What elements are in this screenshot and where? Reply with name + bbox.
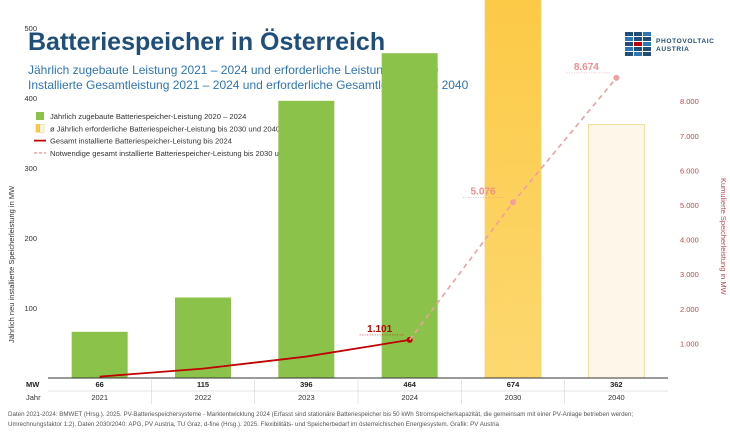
table-value-2024: 464: [403, 380, 416, 389]
table-year-2023: 2023: [298, 393, 315, 402]
y-left-tick: 100: [24, 304, 37, 313]
bar-2030: [484, 0, 542, 379]
bar-2023: [278, 100, 335, 379]
y-left-tick: 400: [24, 94, 37, 103]
page-title: Batteriespeicher in Österreich: [28, 28, 386, 56]
chart-legend: Jährlich zugebaute Batteriespeicher-Leis…: [34, 112, 306, 158]
y-left-tick: 500: [24, 24, 37, 33]
point-labels: 1.101 5.076 8.674: [359, 62, 612, 336]
table-year-2030: 2030: [505, 393, 522, 402]
bar-2040: [587, 124, 645, 379]
point-label-2040: 8.674: [574, 62, 599, 73]
subtitle-annual: Jährlich zugebaute Leistung 2021 – 2024 …: [28, 63, 439, 77]
cumulative-lines: [99, 74, 620, 378]
bar-2021: [71, 331, 128, 378]
table-value-2022: 115: [197, 380, 209, 389]
legend-label: Gesamt installierte Batteriespeicher-Lei…: [50, 137, 232, 146]
legend-label: ø Jährlich erforderliche Batteriespeiche…: [50, 124, 280, 133]
table-value-2021: 66: [95, 380, 103, 389]
y-right-tick: 1.000: [680, 339, 699, 348]
footnote-line2: Umrechnungsfaktor 1:2). Daten 2030/2040:…: [8, 421, 499, 428]
table-year-2024: 2024: [401, 393, 418, 402]
y-right-tick: 7.000: [680, 132, 699, 141]
table-value-2040: 362: [610, 380, 623, 389]
legend-swatch-bar-gradient-half: [36, 124, 40, 133]
value-table: MW Jahr 66 115 396 464 674 362 2021 2022 2023 2024 2…: [26, 378, 668, 404]
table-year-2040: 2040: [608, 393, 625, 402]
required-point: [510, 199, 516, 206]
table-year-2021: 2021: [91, 393, 108, 402]
photovoltaic-austria-logo: PHOTOVOLTAIC AUSTRIA: [625, 30, 725, 64]
table-row1-label: MW: [26, 380, 40, 389]
point-label-2030: 5.076: [470, 186, 495, 197]
table-row2-label: Jahr: [26, 393, 41, 402]
logo-icon: PHOTOVOLTAIC AUSTRIA: [625, 32, 714, 56]
y-right-tick: 3.000: [680, 270, 699, 279]
y-left-tick: 300: [24, 164, 37, 173]
y-right-tick: 6.000: [680, 166, 699, 175]
required-point: [613, 74, 620, 81]
footnote-line1: Daten 2021-2024: BMWET (Hrsg.). 2025. PV…: [8, 411, 634, 418]
subtitle-cumulative: Installierte Gesamtleistung 2021 – 2024 …: [28, 78, 469, 92]
point-label-2024: 1.101: [367, 324, 392, 335]
logo-line1: PHOTOVOLTAIC: [656, 38, 714, 45]
legend-label: Jährlich zugebaute Batteriespeicher-Leis…: [50, 112, 246, 121]
y-right-tick: 4.000: [680, 236, 699, 245]
y-right-tick: 5.000: [680, 201, 699, 210]
y-left-title: Jährlich neu installierte Speicherleistu…: [7, 185, 16, 343]
logo-line2: AUSTRIA: [656, 46, 690, 53]
bars: [71, 0, 645, 379]
table-year-2022: 2022: [195, 393, 212, 402]
y-right-tick: 2.000: [680, 305, 699, 314]
bar-2022: [175, 297, 231, 378]
y-right-tick: 8.000: [680, 97, 699, 106]
legend-swatch-bar: [36, 112, 44, 120]
legend-label: Notwendige gesamt installierte Batteries…: [50, 149, 306, 158]
table-value-2023: 396: [300, 380, 313, 389]
installed-cumulative-line: [99, 339, 410, 378]
bar-2024: [381, 53, 438, 378]
y-left-tick: 200: [24, 234, 37, 243]
y-right-title: Kumulierte Speicherleistung in MW: [719, 178, 728, 296]
table-value-2030: 674: [507, 380, 520, 389]
